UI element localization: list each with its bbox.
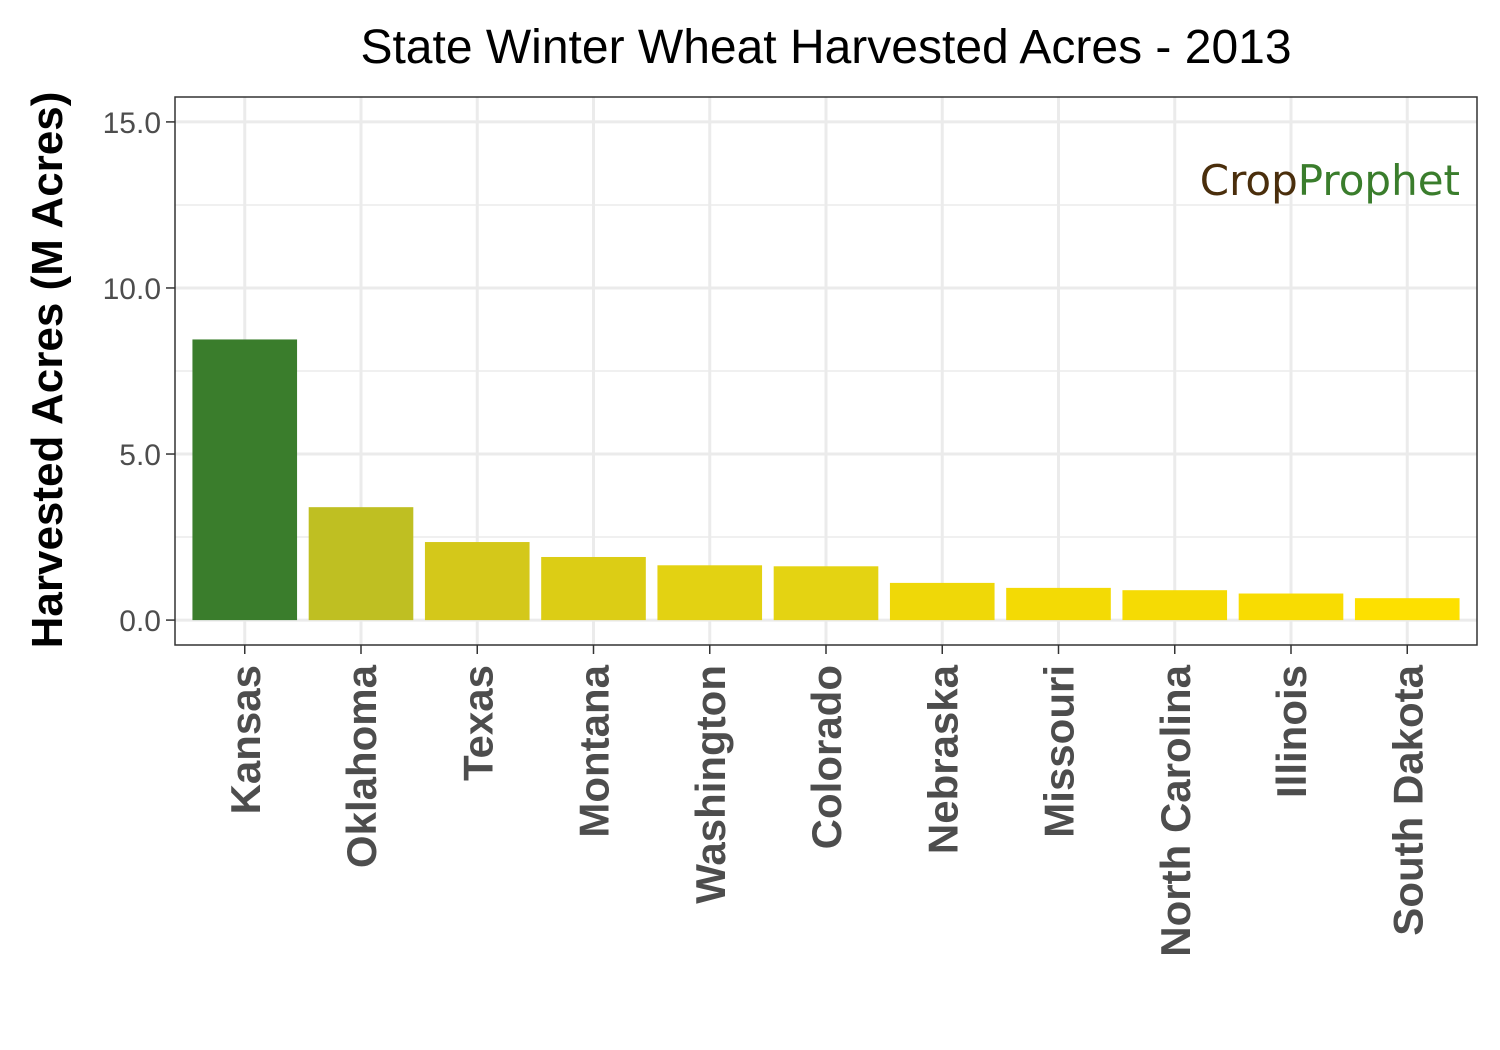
bar-north-carolina: [1122, 590, 1228, 621]
x-tick-label: South Dakota: [1384, 664, 1431, 935]
x-tick-label: Texas: [454, 665, 501, 781]
x-axis: Kansas Oklahoma Texas Montana Washington Colo…: [222, 645, 1431, 957]
y-axis: 0.0 5.0 10.0 15.0: [103, 107, 175, 638]
y-tick-label: 10.0: [103, 273, 161, 306]
x-tick-label: Missouri: [1036, 665, 1083, 838]
chart-title: State Winter Wheat Harvested Acres - 201…: [360, 21, 1291, 74]
logo-text-prophet: Prophet: [1298, 156, 1460, 205]
y-tick-label: 5.0: [119, 439, 161, 472]
bar-colorado: [773, 566, 879, 621]
bar-nebraska: [889, 582, 995, 621]
bar-oklahoma: [308, 507, 414, 621]
x-tick-label: Colorado: [803, 665, 850, 849]
y-tick-label: 15.0: [103, 107, 161, 140]
bar-texas: [424, 542, 530, 621]
x-tick-label: Nebraska: [919, 664, 966, 854]
x-tick-label: Oklahoma: [338, 664, 385, 868]
bars-layer: [192, 339, 1460, 621]
y-axis-label: Harvested Acres (M Acres): [23, 92, 72, 649]
bar-missouri: [1006, 587, 1111, 621]
bar-illinois: [1238, 593, 1344, 621]
bar-south-dakota: [1354, 598, 1460, 621]
x-tick-label: Washington: [687, 665, 734, 904]
x-tick-label: Montana: [571, 664, 618, 837]
bar-washington: [657, 565, 763, 621]
x-tick-label: Illinois: [1268, 665, 1315, 798]
bar-kansas: [192, 339, 298, 621]
bar-montana: [541, 556, 646, 621]
cropprophet-logo: CropProphet: [1200, 156, 1460, 205]
x-tick-label: North Carolina: [1152, 664, 1199, 956]
logo-text-crop: Crop: [1200, 156, 1298, 205]
x-tick-label: Kansas: [222, 665, 269, 814]
y-tick-label: 0.0: [119, 605, 161, 638]
